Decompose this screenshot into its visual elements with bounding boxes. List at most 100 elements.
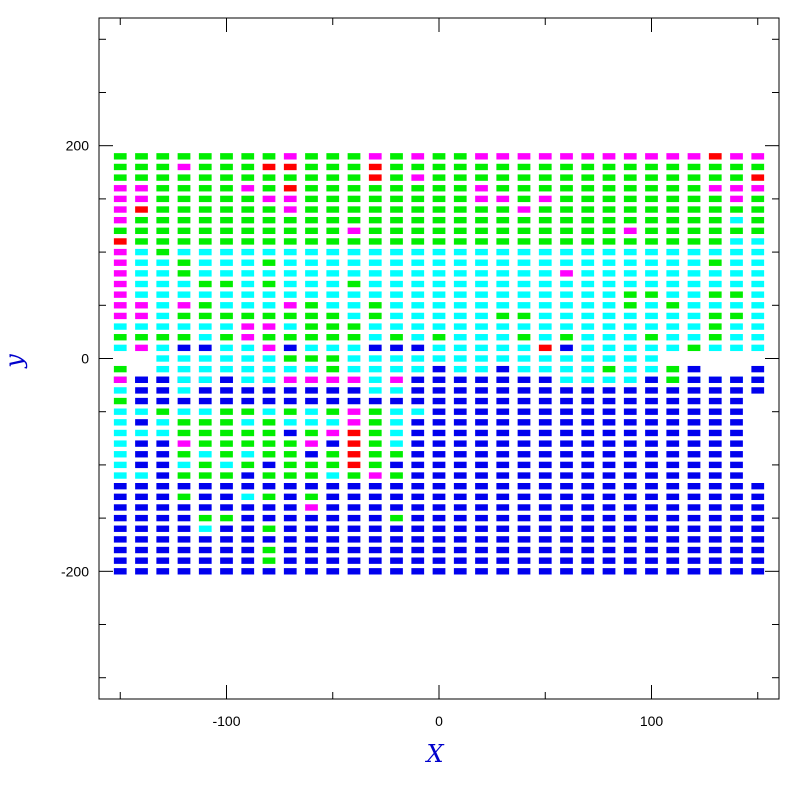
data-cell (496, 451, 510, 458)
data-cell (730, 248, 743, 256)
data-cell (538, 461, 552, 469)
data-cell (113, 568, 127, 575)
data-cell (666, 514, 680, 522)
data-cell (708, 557, 722, 564)
data-cell (708, 291, 722, 298)
data-cell (432, 365, 446, 373)
data-cell (560, 365, 573, 373)
data-cell (687, 525, 701, 532)
data-cell (751, 312, 765, 320)
data-cell (645, 376, 658, 383)
data-cell (368, 216, 382, 224)
data-cell (453, 302, 467, 309)
data-cell (560, 216, 573, 224)
data-cell (368, 344, 382, 352)
data-cell (538, 429, 552, 437)
data-cell (220, 206, 233, 213)
data-cell (156, 461, 170, 469)
data-cell (347, 461, 361, 469)
data-cell (475, 248, 488, 256)
data-cell (262, 408, 276, 415)
data-cell (538, 387, 552, 394)
data-cell (390, 323, 403, 330)
data-cell (305, 195, 318, 203)
data-cell (645, 365, 658, 373)
data-cell (432, 312, 446, 320)
data-cell (368, 451, 382, 458)
data-cell (623, 472, 637, 479)
data-cell (347, 472, 361, 479)
data-cell (538, 185, 552, 192)
data-cell (560, 355, 573, 362)
data-cell (475, 238, 488, 245)
data-cell (666, 174, 680, 181)
data-cell (666, 397, 680, 405)
data-cell (751, 323, 765, 330)
data-cell (220, 397, 233, 405)
data-cell (135, 206, 148, 213)
data-cell (347, 334, 361, 341)
data-cell (177, 185, 191, 192)
data-cell (390, 451, 403, 458)
data-cell (687, 153, 701, 160)
data-cell (475, 429, 488, 437)
data-cell (220, 238, 233, 245)
data-cell (538, 270, 552, 277)
data-cell (496, 163, 510, 171)
data-cell (432, 355, 446, 362)
data-cell (560, 419, 573, 426)
data-cell (262, 472, 276, 479)
data-cell (751, 216, 765, 224)
data-cell (198, 248, 212, 256)
data-cell (241, 270, 255, 277)
data-cell (156, 376, 170, 383)
data-cell (475, 408, 488, 415)
data-cell (326, 419, 340, 426)
data-cell (156, 493, 170, 501)
data-cell (305, 302, 318, 309)
data-cell (347, 280, 361, 288)
data-cell (411, 419, 425, 426)
data-cell (135, 291, 148, 298)
data-cell (198, 153, 212, 160)
data-cell (390, 227, 403, 234)
data-cell (198, 365, 212, 373)
data-cell (177, 355, 191, 362)
data-cell (623, 451, 637, 458)
data-cell (708, 312, 722, 320)
data-cell (453, 216, 467, 224)
data-cell (432, 525, 446, 532)
data-cell (262, 227, 276, 234)
data-cell (730, 525, 743, 532)
data-cell (453, 472, 467, 479)
data-cell (453, 365, 467, 373)
data-cell (113, 397, 127, 405)
data-cell (305, 546, 318, 554)
data-cell (411, 185, 425, 192)
data-cell (305, 355, 318, 362)
data-cell (156, 483, 170, 490)
data-cell (602, 163, 616, 171)
data-cell (581, 174, 595, 181)
data-cell (326, 376, 340, 383)
data-cell (730, 174, 743, 181)
data-cell (730, 163, 743, 171)
data-cell (645, 216, 658, 224)
data-cell (432, 227, 446, 234)
data-cell (432, 387, 446, 394)
data-cell (390, 259, 403, 266)
data-cell (113, 302, 127, 309)
data-cell (177, 387, 191, 394)
data-cell (135, 153, 148, 160)
data-cell (645, 185, 658, 192)
data-cell (645, 429, 658, 437)
data-cell (751, 493, 765, 501)
data-cell (475, 365, 488, 373)
data-cell (666, 291, 680, 298)
data-cell (390, 206, 403, 213)
data-cell (453, 270, 467, 277)
data-cell (220, 355, 233, 362)
data-cell (198, 525, 212, 532)
data-cell (496, 259, 510, 266)
data-cell (283, 280, 297, 288)
